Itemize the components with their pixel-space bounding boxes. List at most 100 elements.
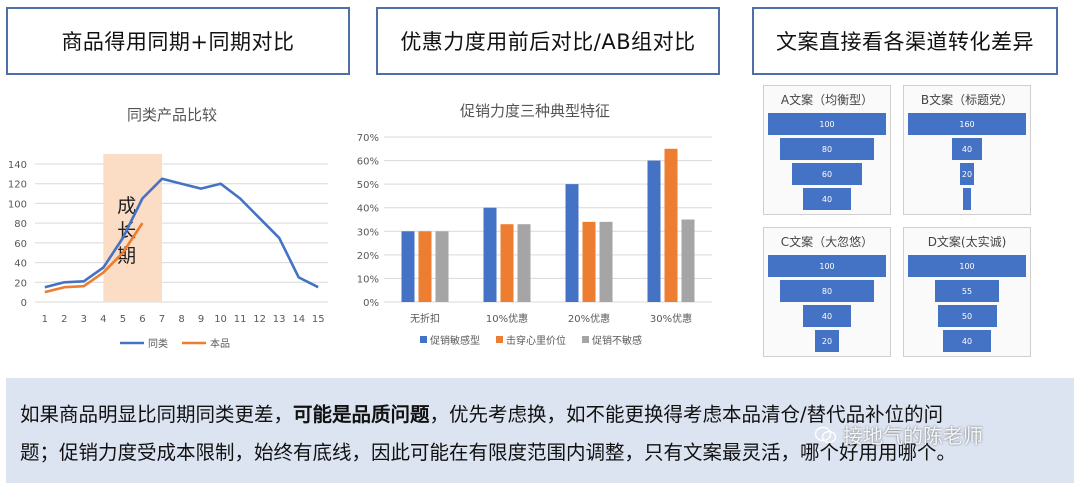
funnel-stage: 40 — [803, 188, 851, 210]
bar-促销不敏感 — [435, 231, 449, 302]
y-tick-label: 140 — [8, 160, 27, 171]
y-tick-label: 0% — [363, 298, 379, 309]
bar-促销不敏感 — [681, 219, 695, 302]
y-tick-label: 100 — [8, 199, 27, 210]
x-tick-label: 1 — [42, 314, 48, 325]
x-tick-label: 6 — [139, 314, 145, 325]
legend-label: 促销不敏感 — [592, 334, 642, 347]
y-tick-label: 40 — [14, 259, 27, 270]
header-label: 文案直接看各渠道转化差异 — [776, 30, 1034, 54]
funnel-panel-c: C文案（大忽悠） 100 80 40 20 — [763, 227, 891, 357]
x-tick-label: 12 — [253, 314, 266, 325]
annotation-char: 期 — [117, 245, 136, 267]
y-tick-label: 20% — [357, 251, 379, 262]
series-line-同类 — [44, 177, 319, 289]
y-tick-label: 10% — [357, 274, 379, 285]
x-tick-label: 13 — [273, 314, 286, 325]
y-tick-label: 30% — [357, 227, 379, 238]
legend-label: 同类 — [148, 337, 168, 350]
x-tick-label: 10%优惠 — [486, 312, 528, 325]
legend-swatch — [496, 336, 503, 343]
note-text: 如果商品明显比同期同类更差， — [20, 403, 294, 426]
x-tick-label: 7 — [159, 314, 165, 325]
funnel-stage: 80 — [779, 280, 875, 302]
funnel-stage: 40 — [943, 330, 991, 352]
y-tick-label: 40% — [357, 204, 379, 215]
annotation-char: 成 — [117, 195, 136, 217]
funnel-panel-b: B文案（标题党） 160 40 20 — [903, 85, 1031, 215]
y-tick-label: 60 — [14, 239, 27, 250]
header-product-comparison: 商品得用同期+同期对比 — [6, 7, 350, 75]
conclusion-note: 如果商品明显比同期同类更差，可能是品质问题，优先考虑换，如不能更换得考虑本品清仓… — [6, 378, 1074, 483]
watermark: 接地气的陈老师 — [815, 420, 983, 449]
legend-label: 促销敏感型 — [430, 334, 480, 347]
x-tick-label: 无折扣 — [410, 312, 440, 325]
y-tick-label: 120 — [8, 180, 27, 191]
x-tick-label: 9 — [198, 314, 204, 325]
x-tick-label: 5 — [120, 314, 126, 325]
funnel-stage: 40 — [952, 138, 982, 160]
funnel-stage: 100 — [768, 113, 886, 135]
bar-促销敏感型 — [647, 160, 661, 302]
funnel-stage: 20 — [815, 330, 839, 352]
x-tick-label: 20%优惠 — [568, 312, 610, 325]
funnel-stage: 100 — [768, 255, 886, 277]
funnel-title: D文案(太实诚) — [927, 235, 1007, 249]
note-emphasis: 可能是品质问题 — [293, 403, 430, 426]
funnel-stage: 80 — [779, 138, 875, 160]
y-tick-label: 70% — [357, 133, 379, 144]
bar-促销敏感型 — [401, 231, 415, 302]
funnel-title: A文案（均衡型） — [780, 93, 874, 107]
funnel-stage: 50 — [937, 305, 997, 327]
bar-促销不敏感 — [517, 224, 531, 302]
chart-title: 促销力度三种典型特征 — [460, 102, 610, 120]
legend-label: 击穿心里价位 — [506, 334, 566, 347]
bar-击穿心里价位 — [582, 221, 596, 302]
note-text: 题；促销力度受成本限制，始终有底线，因此可能在有限度范围内调整，只有文案最灵活，… — [20, 441, 957, 464]
funnel-panel-d: D文案(太实诚) 100 55 50 40 — [903, 227, 1031, 357]
header-label: 优惠力度用前后对比/AB组对比 — [400, 30, 696, 54]
funnel-panel-a: A文案（均衡型） 100 80 60 40 — [763, 85, 891, 215]
funnel-stage: 20 — [959, 163, 975, 185]
bar-击穿心里价位 — [664, 148, 678, 302]
note-text: ，优先考虑换，如不能更换得考虑本品清仓/替代品补位的问 — [429, 403, 944, 426]
y-tick-label: 50% — [357, 180, 379, 191]
y-tick-label: 20 — [14, 278, 27, 289]
funnel-stage: 55 — [934, 280, 1000, 302]
y-tick-label: 80 — [14, 219, 27, 230]
funnel-stage: 160 — [908, 113, 1026, 135]
bar-chart-promotion-types: 促销力度三种典型特征 0% 10% 20% 30% 40% 50% 60% 70% 无折扣 10%优… — [357, 102, 712, 347]
header-discount-comparison: 优惠力度用前后对比/AB组对比 — [376, 7, 720, 75]
legend-label: 本品 — [210, 337, 230, 350]
legend-swatch — [420, 336, 427, 343]
bar-击穿心里价位 — [418, 231, 432, 302]
series-line-本品 — [44, 222, 144, 294]
wechat-icon — [815, 426, 837, 443]
x-tick-label: 30%优惠 — [650, 312, 692, 325]
y-tick-label: 60% — [357, 157, 379, 168]
x-tick-label: 8 — [178, 314, 184, 325]
chart-title: 同类产品比较 — [127, 106, 217, 124]
x-tick-label: 4 — [100, 314, 106, 325]
funnel-stage: 100 — [908, 255, 1026, 277]
growth-period-band — [103, 154, 162, 302]
x-tick-label: 11 — [234, 314, 247, 325]
funnel-stage: 40 — [803, 305, 851, 327]
x-tick-label: 10 — [214, 314, 227, 325]
x-tick-label: 14 — [292, 314, 305, 325]
bar-促销敏感型 — [565, 184, 579, 302]
header-label: 商品得用同期+同期对比 — [61, 30, 295, 54]
y-tick-label: 0 — [21, 298, 27, 309]
x-tick-label: 2 — [61, 314, 67, 325]
x-tick-label: 3 — [81, 314, 87, 325]
funnel-title: B文案（标题党） — [920, 93, 1014, 107]
bar-促销不敏感 — [599, 221, 613, 302]
x-tick-label: 15 — [312, 314, 325, 325]
watermark-text: 接地气的陈老师 — [843, 424, 983, 448]
funnel-stage — [963, 188, 971, 210]
funnel-title: C文案（大忽悠） — [780, 235, 874, 249]
legend-swatch — [582, 336, 589, 343]
funnel-stage: 60 — [791, 163, 863, 185]
bar-击穿心里价位 — [500, 224, 514, 302]
